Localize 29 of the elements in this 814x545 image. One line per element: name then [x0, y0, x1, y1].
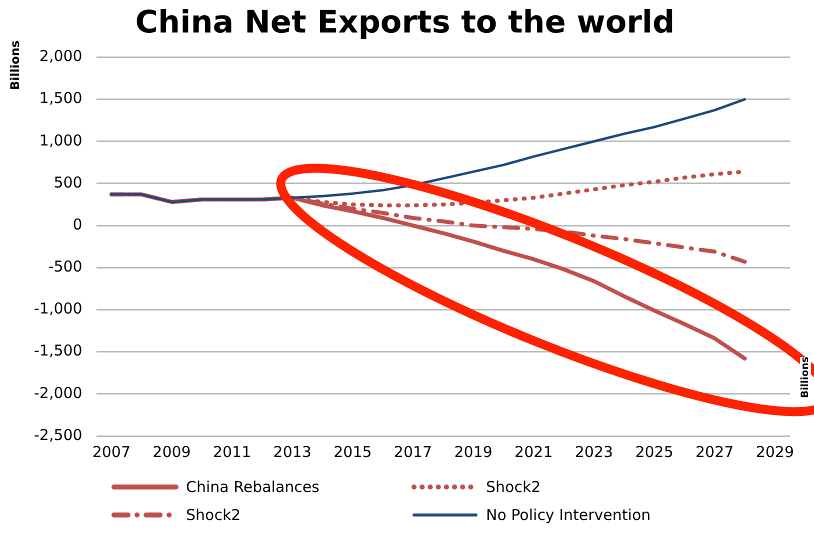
- x-tick-label: 2021: [514, 442, 553, 461]
- x-tick-label: 2019: [454, 442, 492, 461]
- y-tick-label: 2,000: [39, 47, 82, 66]
- x-tick-label: 2007: [92, 442, 131, 461]
- x-tick-label: 2011: [212, 442, 252, 461]
- legend-label: No Policy Intervention: [486, 506, 651, 524]
- x-tick-label: 2013: [273, 442, 312, 461]
- legend-label: China Rebalances: [186, 478, 320, 496]
- y-tick-label: 500: [54, 173, 82, 192]
- x-tick-label: 2027: [696, 442, 734, 461]
- legend-label: Shock2: [486, 478, 541, 496]
- chart-title: China Net Exports to the world: [135, 4, 675, 41]
- legend-label: Shock2: [186, 506, 241, 524]
- x-tick-label: 2015: [334, 442, 372, 461]
- y-tick-label: -1,000: [34, 300, 82, 318]
- x-tick-label: 2029: [756, 442, 794, 461]
- y-tick-label: 1,500: [39, 89, 82, 108]
- y-tick-label: -2,500: [34, 426, 82, 444]
- x-tick-label: 2023: [574, 442, 614, 461]
- y-tick-label: -1,500: [34, 342, 82, 360]
- y-tick-label: -500: [48, 258, 82, 276]
- x-tick-label: 2009: [152, 442, 191, 461]
- y-axis-title: Billions: [8, 40, 22, 90]
- x-tick-label: 2025: [635, 442, 674, 461]
- y-tick-label: 1,000: [39, 131, 82, 150]
- x-tick-label: 2017: [394, 442, 432, 461]
- y-tick-label: -2,000: [34, 384, 82, 402]
- text: Billions: [800, 356, 811, 398]
- y-tick-label: 0: [72, 215, 82, 234]
